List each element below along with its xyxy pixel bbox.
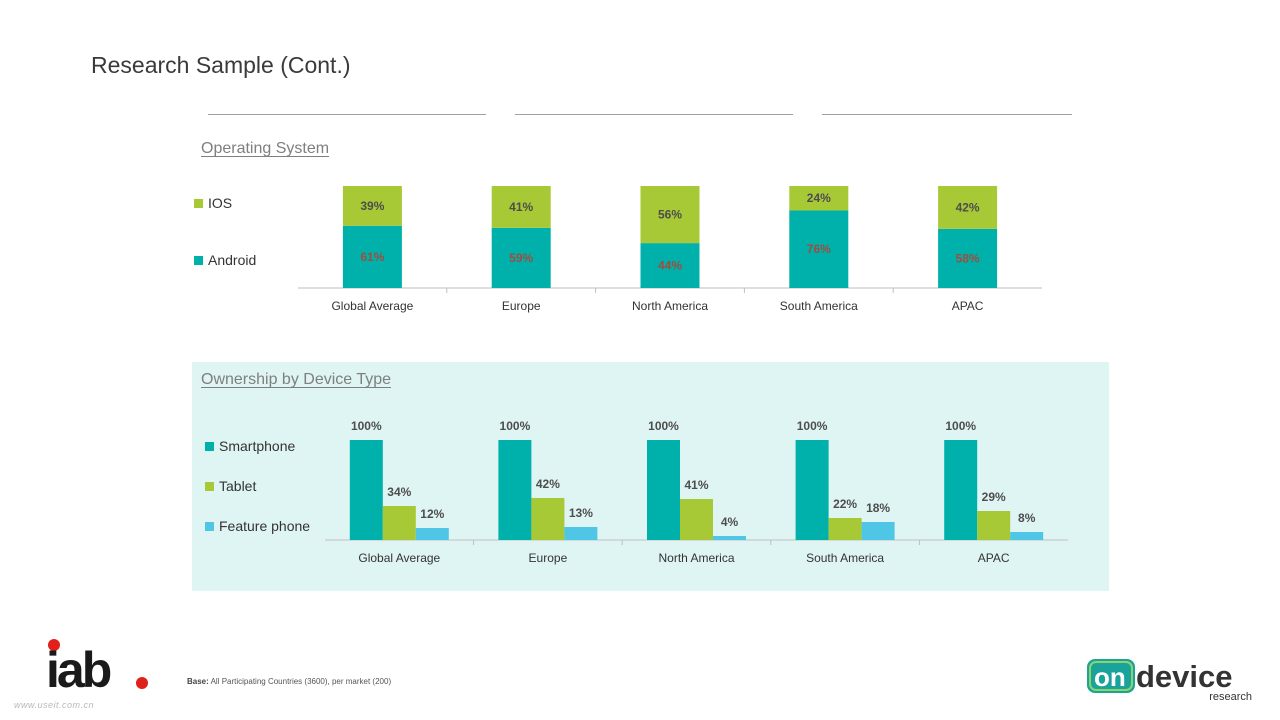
own-bar-tablet [828,518,862,540]
os-bar-android [789,210,849,288]
os-data-label: 56% [658,208,682,222]
own-data-label: 22% [833,497,857,511]
os-data-label: 76% [807,242,831,256]
own-legend-smartphone-swatch [205,441,214,451]
watermark: www.useit.com.cn [14,700,95,710]
os-legend-android: Android [194,252,256,268]
own-legend-tablet: Tablet [205,478,256,494]
own-bar-feature-phone [861,522,895,540]
own-data-label: 29% [982,490,1006,504]
os-tick-label: South America [780,299,858,313]
os-data-label: 61% [360,250,384,264]
ondevice-logo: on device research [1087,659,1252,702]
os-tick-label: APAC [952,299,984,313]
os-bar-android [342,225,402,288]
own-bar-feature-phone [564,527,598,540]
own-data-label: 34% [387,485,411,499]
os-tick-label: North America [632,299,708,313]
own-tick-label: APAC [978,551,1010,565]
own-legend-tablet-swatch [205,481,214,491]
os-data-label: 24% [807,191,831,205]
os-bar-ios [789,186,849,211]
os-data-label: 44% [658,259,682,273]
os-legend-ios: IOS [194,195,232,211]
base-note: Base: All Participating Countries (3600)… [187,677,391,686]
os-data-label: 41% [509,200,533,214]
ondevice-logo-device: device [1136,659,1233,694]
header-rule-1 [208,114,486,115]
own-data-label: 100% [351,419,382,433]
os-bar-android [640,243,700,288]
iab-logo-text: iab [46,642,111,692]
header-rule-3 [822,114,1072,115]
own-data-label: 4% [721,515,739,529]
os-legend-ios-swatch [194,198,203,208]
own-bar-feature-phone [1010,532,1044,540]
own-bar-smartphone [795,440,829,540]
own-bar-smartphone [498,440,532,540]
own-bar-smartphone [349,440,383,540]
own-data-label: 18% [866,501,890,515]
own-legend-smartphone: Smartphone [205,438,295,454]
os-bar-ios [491,186,551,228]
base-note-label: Base: [187,677,209,686]
os-bar-ios [342,186,402,226]
ondevice-logo-research: research [1209,691,1252,702]
own-legend-feature-phone: Feature phone [205,518,310,534]
ownership-chart-title: Ownership by Device Type [201,371,392,388]
os-data-label: 59% [509,251,533,265]
own-tick-label: Global Average [358,551,440,565]
page-title: Research Sample (Cont.) [91,52,351,78]
own-bar-feature-phone [713,536,746,540]
own-bar-tablet [680,499,713,540]
os-tick-label: Global Average [331,299,413,313]
header-rule-2 [515,114,793,115]
own-bar-tablet [531,498,565,540]
own-tick-label: Europe [529,551,568,565]
ondevice-logo-on: on [1094,662,1126,692]
os-bar-ios [938,186,998,229]
os-tick-label: Europe [502,299,541,313]
own-bar-smartphone [944,440,978,540]
os-bar-android [491,227,551,288]
base-note-text: All Participating Countries (3600), per … [210,677,392,686]
os-chart-title: Operating System [201,140,330,157]
own-legend-feature-phone-swatch [205,521,214,531]
own-legend-feature-phone-label: Feature phone [219,518,311,534]
own-data-label: 42% [536,477,560,491]
own-tick-label: South America [806,551,884,565]
own-legend-tablet-label: Tablet [219,478,257,494]
os-legend-ios-label: IOS [208,195,233,211]
iab-logo: iab [46,639,148,692]
own-data-label: 13% [569,506,593,520]
own-data-label: 100% [500,419,531,433]
os-bar-ios [640,186,700,244]
own-bar-tablet [977,511,1011,540]
own-tick-label: North America [658,551,734,565]
os-legend-android-swatch [194,255,203,265]
own-data-label: 41% [684,478,708,492]
own-legend-smartphone-label: Smartphone [219,438,296,454]
own-data-label: 100% [797,419,828,433]
os-data-label: 42% [956,200,980,214]
os-data-label: 39% [360,199,384,213]
os-bar-android [938,228,998,288]
own-data-label: 8% [1018,511,1036,525]
own-bar-tablet [382,506,416,540]
own-data-label: 100% [945,419,976,433]
os-data-label: 58% [956,251,980,265]
own-data-label: 100% [648,419,679,433]
os-legend-android-label: Android [208,252,257,268]
own-bar-feature-phone [415,528,449,540]
own-bar-smartphone [647,440,680,540]
own-data-label: 12% [420,507,444,521]
